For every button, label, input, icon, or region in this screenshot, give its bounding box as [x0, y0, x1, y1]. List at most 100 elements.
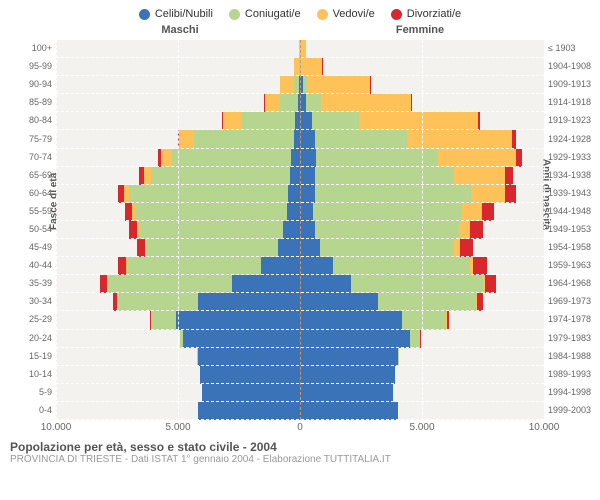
bar-segment: [300, 221, 315, 239]
bar-segment: [301, 58, 322, 76]
x-tick-label: 5.000: [409, 422, 434, 433]
birth-year-label: 1944-1948: [548, 207, 598, 216]
age-label: 90-94: [2, 80, 52, 89]
birth-year-label: 1924-1928: [548, 135, 598, 144]
birth-year-label: 1949-1953: [548, 225, 598, 234]
bar-segment: [200, 366, 300, 384]
bar-segment: [300, 311, 402, 329]
bar-segment: [438, 149, 516, 167]
bar-segment: [198, 348, 300, 366]
chart-footer: Popolazione per età, sesso e stato civil…: [0, 436, 600, 465]
chart-source: PROVINCIA DI TRIESTE - Dati ISTAT 1° gen…: [10, 454, 590, 465]
bar-segment: [107, 275, 231, 293]
bar-segment: [447, 311, 449, 329]
bar-segment: [300, 384, 393, 402]
age-label: 85-89: [2, 98, 52, 107]
column-headers: Maschi Femmine: [0, 24, 600, 36]
age-label: 65-69: [2, 171, 52, 180]
plot-area: Fasce di età Anni di nascita 100+95-9990…: [56, 40, 544, 420]
bar-segment: [198, 402, 300, 420]
bar-segment: [505, 185, 516, 203]
bar-segment: [287, 203, 300, 221]
bar-segment: [300, 167, 315, 185]
birth-year-label: 1929-1933: [548, 153, 598, 162]
bar-segment: [359, 112, 479, 130]
bar-segment: [321, 94, 411, 112]
age-label: 5-9: [2, 388, 52, 397]
legend-item: Divorziati/e: [391, 8, 461, 20]
bar-segment: [300, 330, 410, 348]
age-label: 75-79: [2, 135, 52, 144]
bar-segment: [315, 167, 454, 185]
grid-line: [56, 40, 57, 420]
age-label: 15-19: [2, 352, 52, 361]
bar-segment: [137, 239, 146, 257]
bar-segment: [241, 112, 295, 130]
bar-segment: [471, 185, 505, 203]
bar-segment: [313, 203, 462, 221]
bar-segment: [512, 130, 516, 148]
legend-swatch: [391, 9, 402, 20]
legend-item: Vedovi/e: [317, 8, 375, 20]
bar-segment: [300, 112, 312, 130]
birth-year-label: 1914-1918: [548, 98, 598, 107]
header-female: Femmine: [300, 24, 540, 36]
bar-segment: [125, 203, 132, 221]
bar-segment: [473, 257, 486, 275]
bar-segment: [333, 257, 470, 275]
x-tick-label: 10.000: [529, 422, 560, 433]
legend: Celibi/Nubili Coniugati/e Vedovi/e Divorzia…: [0, 0, 600, 24]
bar-segment: [315, 185, 471, 203]
x-tick-label: 0: [297, 422, 303, 433]
age-label: 30-34: [2, 297, 52, 306]
birth-year-label: 1969-1973: [548, 297, 598, 306]
birth-year-label: 1919-1923: [548, 116, 598, 125]
bar-segment: [482, 203, 494, 221]
bar-segment: [300, 348, 398, 366]
birth-year-label: 1959-1963: [548, 261, 598, 270]
bar-segment: [505, 167, 514, 185]
age-label: 0-4: [2, 406, 52, 415]
birth-year-label: 1939-1943: [548, 189, 598, 198]
x-tick-label: 5.000: [165, 422, 190, 433]
bar-segment: [300, 402, 398, 420]
age-label: 20-24: [2, 334, 52, 343]
bar-segment: [179, 130, 194, 148]
age-label: 50-54: [2, 225, 52, 234]
age-label: 45-49: [2, 243, 52, 252]
bar-segment: [117, 293, 198, 311]
bar-segment: [288, 185, 300, 203]
legend-label: Coniugati/e: [245, 8, 301, 20]
bar-segment: [300, 149, 316, 167]
birth-year-label: 1979-1983: [548, 334, 598, 343]
legend-swatch: [229, 9, 240, 20]
birth-year-label: 1974-1978: [548, 315, 598, 324]
bar-segment: [315, 130, 408, 148]
bar-segment: [261, 257, 300, 275]
bar-segment: [232, 275, 300, 293]
bar-segment: [462, 203, 482, 221]
bar-segment: [516, 149, 522, 167]
bar-segment: [315, 221, 459, 239]
legend-label: Vedovi/e: [333, 8, 375, 20]
bar-segment: [410, 330, 420, 348]
legend-item: Celibi/Nubili: [139, 8, 213, 20]
age-label: 60-64: [2, 189, 52, 198]
bar-segment: [300, 239, 320, 257]
bar-segment: [320, 239, 454, 257]
legend-label: Divorziati/e: [407, 8, 461, 20]
bar-segment: [291, 149, 300, 167]
bar-segment: [146, 239, 278, 257]
bar-segment: [151, 311, 175, 329]
bar-segment: [300, 40, 306, 58]
legend-item: Coniugati/e: [229, 8, 301, 20]
population-pyramid-chart: Celibi/Nubili Coniugati/e Vedovi/e Divorzia…: [0, 0, 600, 500]
bar-segment: [300, 185, 315, 203]
birth-year-label: 1934-1938: [548, 171, 598, 180]
bar-segment: [129, 221, 138, 239]
bar-segment: [283, 221, 300, 239]
bar-segment: [151, 167, 290, 185]
bar-segment: [100, 275, 107, 293]
bar-segment: [316, 149, 438, 167]
grid-line: [544, 40, 545, 420]
